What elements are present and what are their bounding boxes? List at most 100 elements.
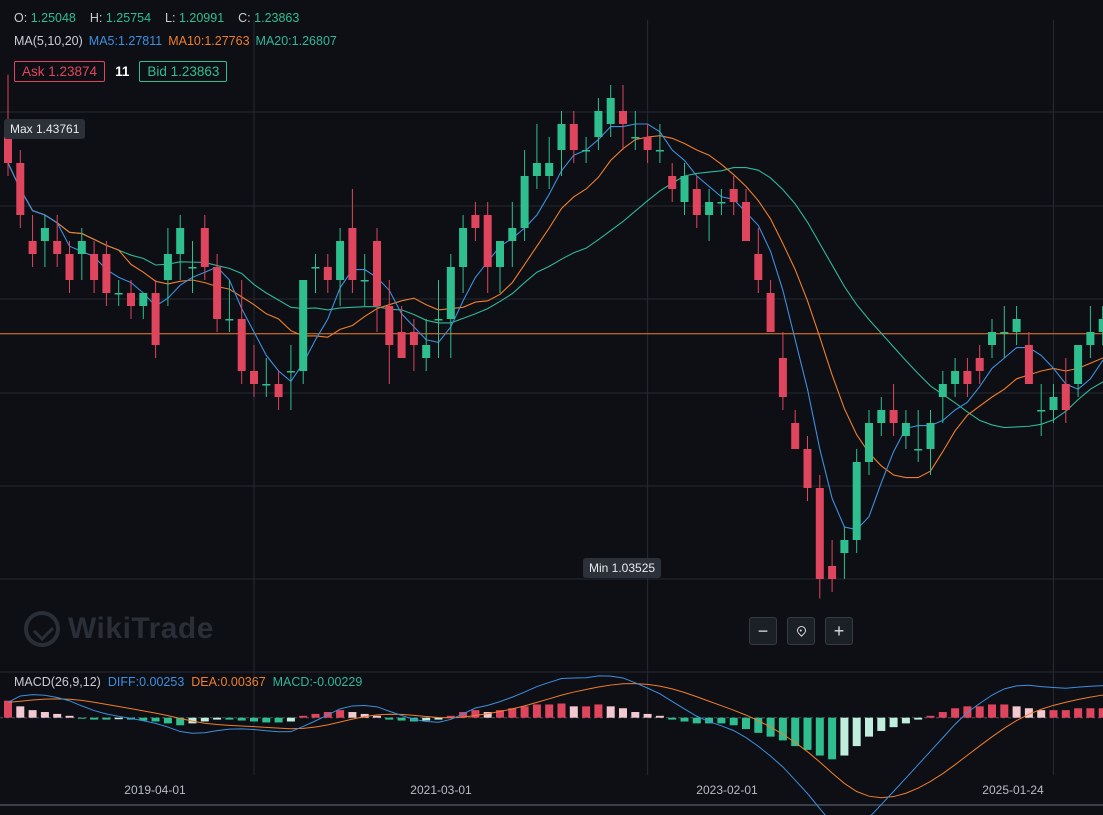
location-pin-icon (794, 623, 808, 637)
macd-diff-value: DIFF:0.00253 (107, 675, 185, 689)
candle-body (250, 371, 258, 384)
macd-bar (791, 717, 800, 747)
candle-body (865, 423, 873, 462)
macd-bar (754, 717, 763, 733)
macd-bar (988, 704, 996, 718)
macd-bar (373, 715, 381, 718)
macd-bar (139, 717, 148, 721)
candle-body (163, 254, 172, 280)
candle-body (274, 384, 283, 397)
ohlc-open: O: 1.25048 (14, 11, 76, 25)
candle-body (901, 423, 910, 436)
macd-bar (631, 712, 640, 718)
macd-bar (1037, 710, 1046, 718)
macd-bar (877, 717, 886, 731)
macd-bar (729, 717, 738, 726)
zoom-in-button[interactable]: + (825, 617, 853, 645)
candle-body (680, 176, 689, 202)
candle-body (1098, 319, 1103, 332)
macd-bar (668, 717, 677, 720)
macd-bar (40, 712, 49, 718)
macd-bar (16, 706, 25, 718)
candle-body (557, 124, 566, 150)
macd-bar (975, 706, 984, 718)
macd-bar (459, 712, 468, 718)
macd-bar (582, 706, 591, 718)
candle-body (582, 150, 591, 152)
candle-body (323, 267, 332, 280)
macd-bar (483, 712, 492, 718)
macd-bar (286, 717, 295, 722)
macd-bar (619, 708, 627, 718)
candle-body (951, 371, 960, 384)
candle-body (225, 319, 234, 321)
macd-bar (102, 717, 111, 720)
locate-button[interactable] (787, 617, 815, 645)
macd-title[interactable]: MACD(26,9,12) (14, 675, 101, 689)
candle-body (336, 241, 345, 280)
macd-hist-value: MACD:-0.00229 (272, 675, 363, 689)
macd-bar (348, 712, 357, 718)
ma20-line (7, 162, 1103, 429)
macd-bar (163, 717, 172, 724)
watermark: WikiTrade (24, 611, 214, 647)
macd-bar (397, 717, 406, 721)
candle-body (385, 306, 394, 345)
macd-bar (114, 717, 123, 720)
candle-body (1037, 410, 1046, 412)
macd-bar (4, 700, 12, 718)
candle-body (975, 358, 984, 371)
candle-body (852, 462, 861, 540)
macd-bar (692, 717, 701, 724)
candle-body (360, 280, 369, 282)
macd-diff-line (7, 675, 1103, 815)
ma10-line (7, 135, 1103, 479)
macd-bar (1049, 710, 1058, 718)
x-tick-label: 2019-04-01 (124, 783, 186, 797)
ma-title[interactable]: MA(5,10,20) (14, 34, 83, 48)
macd-bar (1061, 710, 1070, 718)
macd-bar (815, 717, 824, 756)
macd-bar (422, 717, 431, 721)
macd-bar (680, 717, 689, 722)
macd-dea-line (7, 683, 1103, 799)
candle-body (422, 345, 431, 358)
candle-body (16, 163, 25, 215)
candle-body (791, 423, 800, 449)
macd-bar (360, 713, 369, 718)
macd-bar (520, 706, 529, 718)
candle-body (545, 163, 554, 176)
macd-bar (496, 710, 504, 718)
macd-bar (77, 717, 86, 719)
ohlc-close: C: 1.23863 (238, 11, 300, 25)
x-tick-label: 2025-01-24 (982, 783, 1044, 797)
macd-bar (446, 715, 455, 718)
macd-bar (938, 712, 947, 718)
plus-icon: + (833, 621, 845, 641)
macd-bar (1098, 708, 1103, 718)
candle-body (938, 384, 947, 397)
macd-bar (508, 708, 517, 718)
ma10-value: MA10:1.27763 (168, 34, 250, 48)
candle-body (213, 267, 222, 319)
candle-body (127, 293, 135, 306)
minus-icon: − (757, 621, 769, 641)
macd-bar (545, 704, 554, 718)
candle-body (655, 150, 664, 152)
zoom-out-button[interactable]: − (749, 617, 777, 645)
candle-body (766, 293, 775, 332)
candle-body (4, 124, 12, 163)
macd-bar (778, 717, 787, 741)
macd-bar (188, 717, 197, 724)
ask-button[interactable]: Ask 1.23874 (14, 61, 106, 82)
bid-button[interactable]: Bid 1.23863 (139, 61, 228, 82)
candle-body (397, 332, 406, 358)
candle-body (619, 111, 627, 124)
candle-body (569, 124, 578, 150)
candle-body (668, 176, 677, 189)
watermark-text: WikiTrade (68, 612, 214, 645)
x-tick-label: 2021-03-01 (410, 783, 472, 797)
macd-bar (655, 715, 664, 718)
